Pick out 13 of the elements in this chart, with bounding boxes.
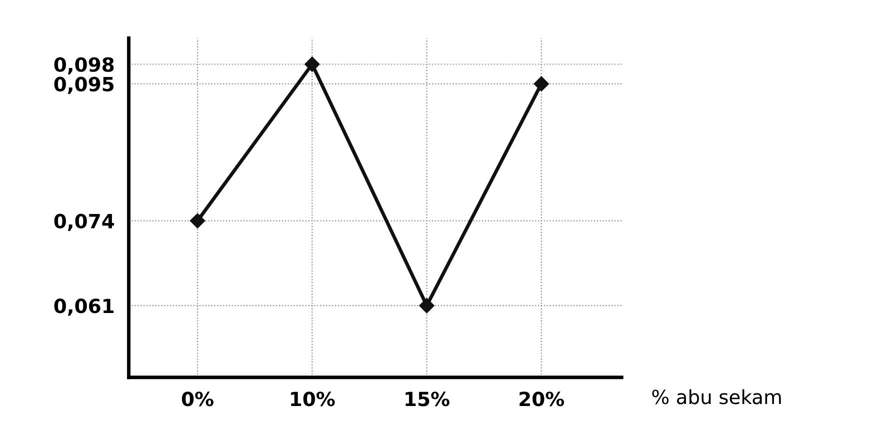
point	[304, 56, 320, 72]
x-axis-title: % abu sekam	[652, 389, 781, 404]
point	[419, 298, 434, 314]
point	[190, 213, 206, 228]
x-tick-label: 20%	[520, 392, 564, 406]
y-tick-label: 0,074	[54, 214, 114, 231]
y-tick-label: 0,061	[54, 298, 114, 316]
x-tick-label: 15%	[406, 392, 450, 406]
x-tick-label: 0%	[182, 392, 214, 406]
y-tick-label: 0,098	[54, 57, 114, 74]
point	[534, 76, 549, 92]
x-tick-label: 10%	[291, 392, 335, 406]
y-tick-label: 0,095	[54, 76, 114, 94]
